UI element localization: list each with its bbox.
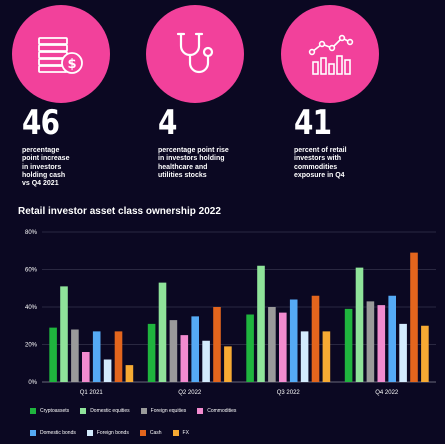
stat-commodities-circle xyxy=(281,5,379,103)
bar xyxy=(49,327,57,382)
x-tick-label: Q1 2021 xyxy=(80,390,104,396)
chart-title: Retail investor asset class ownership 20… xyxy=(18,206,221,217)
bar xyxy=(147,323,156,382)
stat-healthcare-description: percentage point rise in investors holdi… xyxy=(158,147,229,179)
bar xyxy=(71,329,79,382)
x-tick-label: Q4 2022 xyxy=(375,390,399,396)
bar xyxy=(169,320,178,382)
bar xyxy=(224,346,232,382)
bar xyxy=(60,286,68,382)
bar-chart: 0% 20% 40% 60% 80% Q1 2021 Q2 2022 Q3 2022 Q4 20… xyxy=(25,230,436,396)
legend-item: Commodities xyxy=(197,408,236,414)
legend-swatch xyxy=(30,430,36,436)
bar xyxy=(202,340,210,382)
legend-row: Domestic bonds Foreign bonds Cash FX xyxy=(30,430,200,436)
y-tick-label: 60% xyxy=(25,268,38,274)
legend-item: Cryptoassets xyxy=(30,408,69,414)
stat-cash-circle: $ xyxy=(12,5,110,103)
y-tick-label: 40% xyxy=(25,305,38,311)
legend-swatch xyxy=(86,430,93,436)
bar xyxy=(103,359,112,382)
legend-swatch xyxy=(172,430,179,436)
legend-label: Cash xyxy=(149,430,162,436)
bar xyxy=(257,265,265,382)
legend-item: Foreign equities xyxy=(140,408,187,414)
bar xyxy=(300,331,309,382)
bar xyxy=(213,307,221,382)
x-tick-label: Q2 2022 xyxy=(178,390,202,396)
bar xyxy=(268,307,276,382)
legend-label: Domestic bonds xyxy=(40,430,76,436)
stat-commodities-description: percent of retail investors with commodi… xyxy=(294,147,347,179)
bar xyxy=(82,352,90,382)
y-tick-label: 80% xyxy=(25,230,38,236)
cash-coin-icon: $ xyxy=(38,37,83,74)
legend-label: Commodities xyxy=(207,408,237,414)
stat-commodities-value: 41 xyxy=(294,103,332,143)
bar xyxy=(421,325,429,382)
bar xyxy=(114,331,123,382)
legend-item: Cash xyxy=(139,430,162,436)
legend-swatch xyxy=(139,430,146,436)
legend-label: Foreign equities xyxy=(150,408,187,414)
x-tick-label: Q3 2022 xyxy=(277,390,301,396)
bar xyxy=(355,267,364,382)
bar xyxy=(180,335,189,382)
legend-swatch xyxy=(197,408,204,414)
bar xyxy=(344,308,353,382)
legend-item: Domestic bonds xyxy=(30,430,76,436)
stat-healthcare-circle xyxy=(146,5,244,103)
legend-label: Foreign bonds xyxy=(96,430,129,436)
legend-label: FX xyxy=(182,430,189,436)
bar-chart-icon xyxy=(308,34,354,75)
legend-swatch xyxy=(80,408,87,414)
stethoscope-icon xyxy=(176,32,214,74)
legend-row: Cryptoassets Domestic equities Foreign equ… xyxy=(30,408,247,414)
stat-healthcare-value: 4 xyxy=(158,103,177,143)
legend-item: FX xyxy=(172,430,189,436)
legend-item: Domestic equities xyxy=(80,408,130,414)
bar xyxy=(279,312,287,382)
bar xyxy=(289,299,298,382)
y-tick-label: 20% xyxy=(25,343,38,349)
legend-swatch xyxy=(140,408,147,414)
y-tick-label: 0% xyxy=(28,380,37,386)
bar xyxy=(377,305,386,382)
bar xyxy=(92,331,101,382)
bar xyxy=(246,314,254,382)
stat-cash-value: 46 xyxy=(22,103,60,143)
legend-item: Foreign bonds xyxy=(86,430,129,436)
legend-label: Cryptoassets xyxy=(40,408,70,414)
bar xyxy=(399,323,407,382)
stat-cash-description: percentage point increase in investors h… xyxy=(22,147,70,188)
legend-swatch xyxy=(30,408,36,414)
bar xyxy=(158,282,167,382)
bar xyxy=(311,295,320,382)
bar xyxy=(191,316,199,382)
bar xyxy=(322,331,331,382)
legend-label: Domestic equities xyxy=(90,408,130,414)
bar xyxy=(410,252,418,382)
bar xyxy=(388,295,396,382)
bar xyxy=(366,301,375,382)
svg-text:$: $ xyxy=(67,57,76,72)
bar xyxy=(125,365,134,382)
